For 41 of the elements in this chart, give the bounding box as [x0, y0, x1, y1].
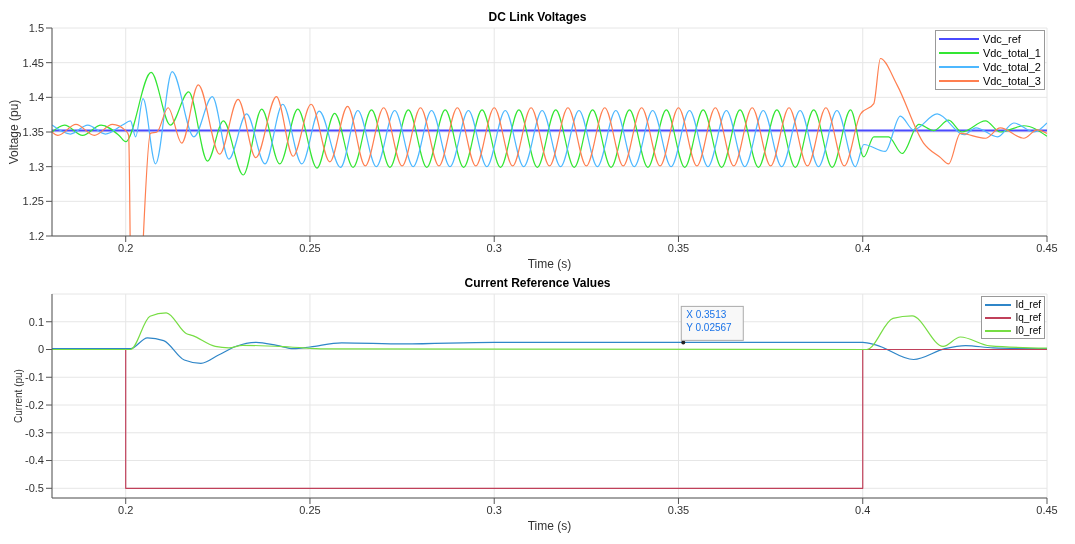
y-tick-label: 1.25	[22, 195, 44, 208]
x-tick-label: 0.35	[667, 241, 690, 254]
y-axis-title: Current (pu)	[12, 369, 24, 423]
x-tick-label: 0.3	[486, 503, 502, 516]
y-tick-label: 1.45	[22, 56, 44, 69]
y-tick-label: -0.5	[25, 482, 44, 495]
line-series	[52, 312, 1047, 351]
y-tick-label: 1.2	[28, 229, 44, 242]
legend-label: Id_ref	[1014, 298, 1041, 311]
x-tick-label: 0.3	[486, 241, 502, 254]
x-tick-label: 0.25	[299, 241, 321, 254]
y-tick-label: 1.4	[28, 91, 44, 104]
x-tick-label: 0.2	[118, 503, 134, 516]
chart-title: DC Link Voltages	[488, 10, 587, 24]
x-tick-label: 0.45	[1036, 503, 1058, 516]
y-tick-label: -0.3	[25, 426, 44, 439]
legend-label: Vdc_total_1	[981, 46, 1041, 60]
x-tick-label: 0.4	[855, 241, 871, 254]
x-tick-label: 0.25	[299, 503, 321, 516]
legend-label: Iq_ref	[1014, 311, 1041, 324]
x-tick-label: 0.45	[1036, 241, 1058, 254]
legend-label: I0_ref	[1014, 324, 1041, 337]
y-axis-title: Voltage (pu)	[7, 99, 22, 165]
x-axis-title: Time (s)	[527, 257, 572, 271]
x-tick-label: 0.4	[855, 503, 871, 516]
y-tick-label: -0.1	[25, 371, 44, 384]
x-tick-label: 0.35	[667, 503, 690, 516]
legend-label: Vdc_total_3	[981, 74, 1041, 88]
y-tick-label: -0.2	[25, 398, 44, 411]
y-tick-label: -0.4	[25, 454, 44, 467]
legend-label: Vdc_total_2	[981, 60, 1041, 74]
y-tick-label: 0.1	[28, 315, 44, 328]
annotation: X 0.3513 Y 0.02567	[686, 309, 733, 334]
y-tick-label: 0	[37, 343, 44, 356]
chart-title: Current Reference Values	[463, 276, 612, 290]
x-axis-title: Time (s)	[527, 519, 572, 533]
y-tick-label: 1.3	[28, 160, 44, 173]
y-tick-label: 1.5	[28, 21, 44, 34]
legend-label: Vdc_ref	[981, 32, 1022, 46]
y-tick-label: 1.35	[22, 125, 44, 138]
x-tick-label: 0.2	[118, 241, 134, 254]
